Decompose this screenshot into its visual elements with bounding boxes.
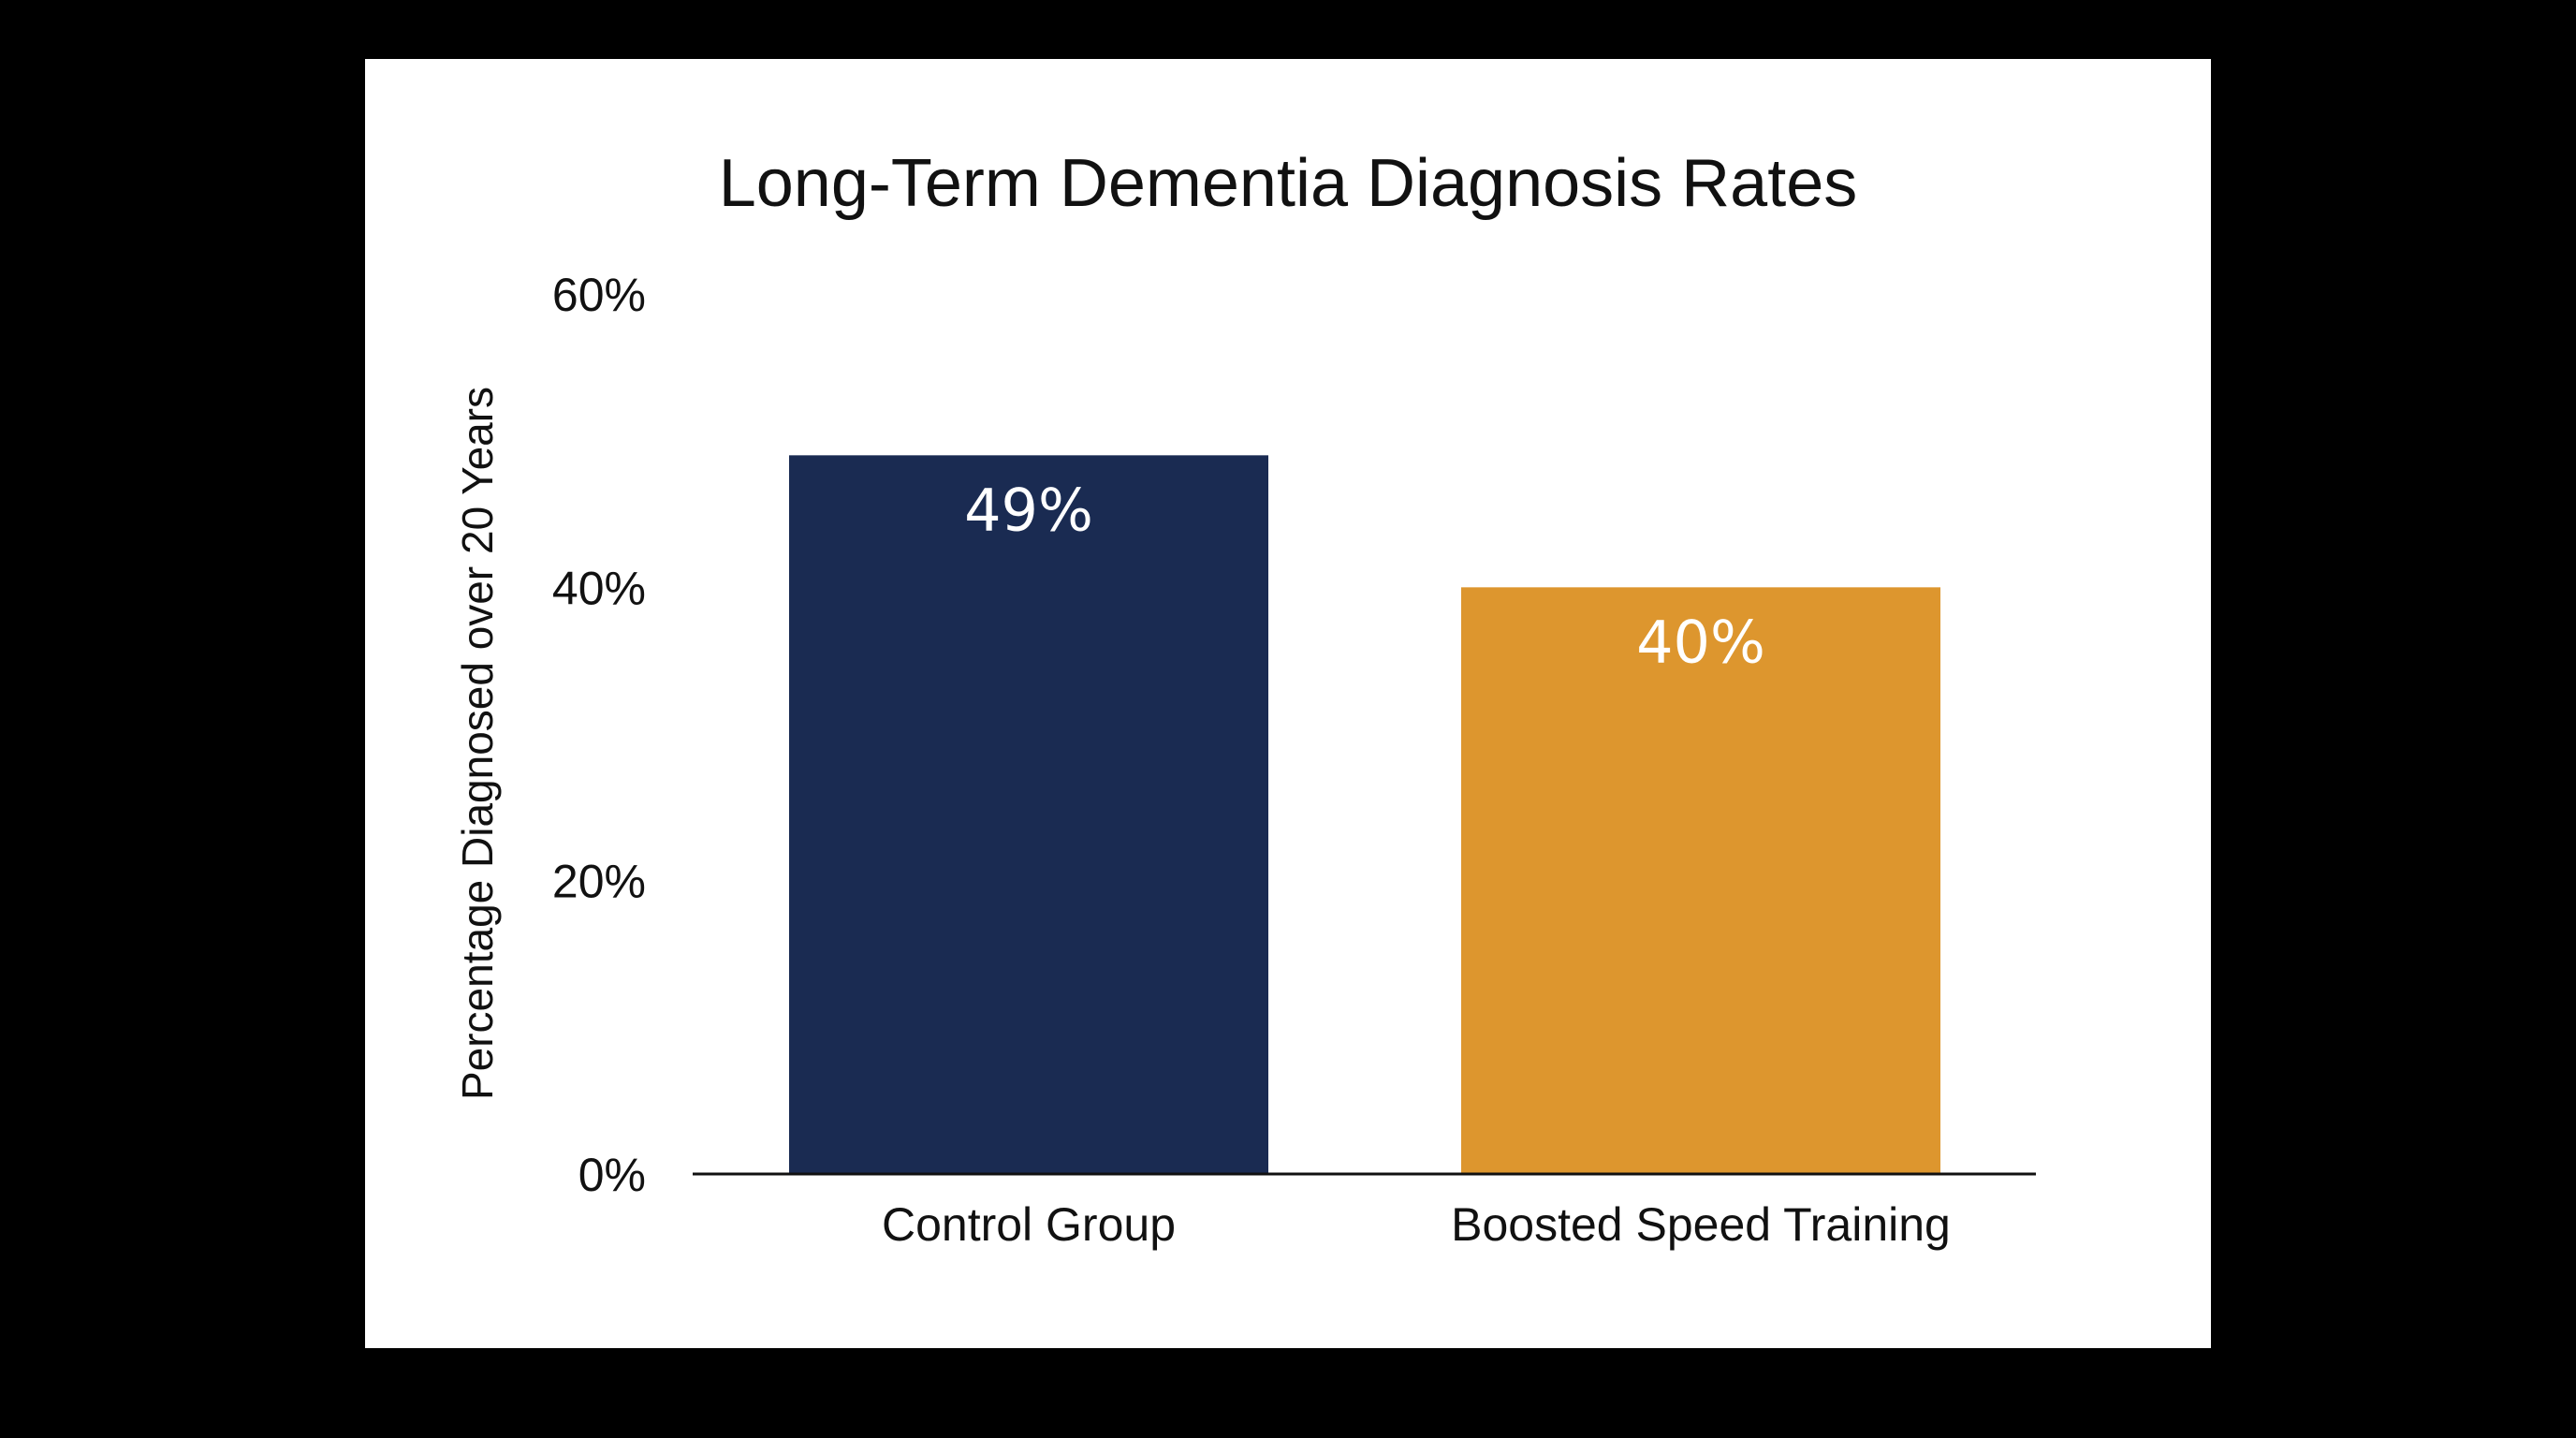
y-tick-label: 0% [578, 1149, 646, 1201]
bars-group [789, 455, 1940, 1174]
chart-title: Long-Term Dementia Diagnosis Rates [719, 146, 1858, 221]
bar-data-labels: 49% 40% [964, 476, 1765, 676]
category-labels: Control Group Boosted Speed Training [882, 1198, 1951, 1251]
x-category-label: Control Group [882, 1198, 1176, 1251]
bar [789, 455, 1268, 1174]
bar [1461, 587, 1940, 1174]
y-axis-label: Percentage Diagnosed over 20 Years [453, 387, 502, 1100]
y-tick-label: 60% [552, 269, 646, 321]
y-tick-label: 20% [552, 856, 646, 908]
bar-value-label: 49% [964, 476, 1093, 544]
y-tick-label: 40% [552, 562, 646, 614]
y-axis-ticks: 0% 20% 40% 60% [552, 269, 646, 1201]
x-category-label: Boosted Speed Training [1451, 1198, 1951, 1251]
bar-value-label: 40% [1636, 608, 1765, 676]
